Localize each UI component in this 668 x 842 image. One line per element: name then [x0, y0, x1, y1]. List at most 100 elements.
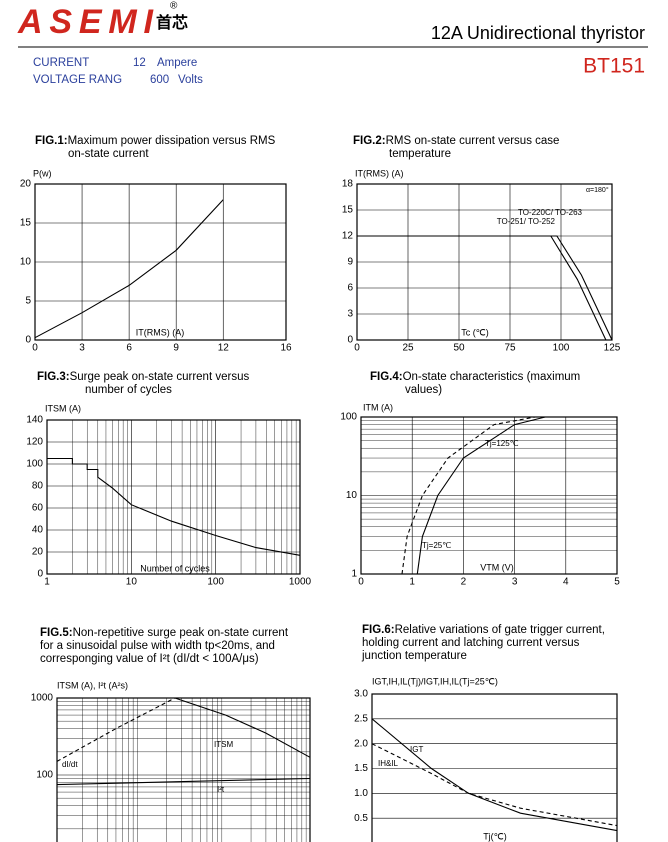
figure-title: for a sinusoidal pulse with width tp<20m… [40, 640, 275, 652]
x-tick-label: 3 [512, 577, 518, 588]
x-tick-label: 4 [563, 577, 569, 588]
figure-title-text: temperature [389, 148, 451, 160]
logo-cn: 首芯 [156, 13, 188, 32]
figure-title: values) [405, 384, 442, 396]
figure-title-text: On-state characteristics (maximum [403, 371, 581, 383]
x-tick-label: 2 [461, 577, 467, 588]
figure-number: FIG.6: [362, 624, 395, 636]
x-tick-label: 75 [504, 343, 516, 354]
y-tick-label: 80 [32, 481, 44, 492]
series-label: Tj=25℃ [422, 541, 451, 550]
x-tick-label: 6 [126, 343, 132, 354]
x-axis-label: VTM (V) [480, 562, 514, 572]
y-tick-label: 18 [342, 179, 354, 190]
figure-title-text: RMS on-state current versus case [386, 135, 560, 147]
figure-number: FIG.5: [40, 627, 73, 639]
figure-title-text: values) [405, 384, 442, 396]
y-tick-label: 120 [26, 437, 43, 448]
x-tick-label: 100 [553, 343, 570, 354]
x-tick-label: 100 [207, 577, 224, 588]
figure-title-text: Relative variations of gate trigger curr… [395, 624, 605, 636]
figure-title: FIG.3:Surge peak on-state current versus [37, 371, 249, 383]
figure-title: FIG.4:On-state characteristics (maximum [370, 371, 580, 383]
figure-title: number of cycles [85, 384, 172, 396]
series-line [56, 777, 311, 786]
y-tick-label: 100 [340, 412, 357, 423]
series-label: IH&IL [378, 759, 399, 768]
figure-title-text: number of cycles [85, 384, 172, 396]
y-axis-label: ITSM (A) [45, 403, 81, 413]
figure-title: FIG.5:Non-repetitive surge peak on-state… [40, 627, 289, 639]
x-tick-label: 16 [280, 343, 292, 354]
series-line [34, 199, 224, 339]
spec-label: CURRENT [33, 57, 89, 69]
figure-title-text: corresponging value of I²t (dI/dt < 100A… [40, 653, 259, 665]
figure-title-text: Maximum power dissipation versus RMS [68, 135, 276, 147]
series-line [357, 235, 607, 341]
y-tick-label: 0 [25, 335, 31, 346]
spec-value: 12 [133, 57, 146, 69]
y-tick-label: 3.0 [354, 689, 368, 700]
plot-frame [371, 693, 618, 842]
plot-frame [46, 419, 301, 575]
logo: ASEMI [17, 3, 155, 41]
y-tick-label: 0.5 [354, 813, 368, 824]
y-tick-label: 5 [25, 296, 31, 307]
x-tick-label: 9 [173, 343, 179, 354]
x-tick-label: 1 [409, 577, 415, 588]
figure-title-text: Surge peak on-state current versus [70, 371, 250, 383]
y-tick-label: 100 [36, 770, 53, 781]
x-axis-label: Number of cycles [140, 563, 210, 573]
y-tick-label: 10 [20, 257, 32, 268]
y-tick-label: 1000 [31, 693, 54, 704]
y-tick-label: 2.5 [354, 713, 368, 724]
y-tick-label: 140 [26, 415, 43, 426]
series-line [47, 457, 301, 556]
figure-number: FIG.2: [353, 135, 386, 147]
series-label: ITSM [214, 740, 233, 749]
series-line [416, 416, 546, 575]
series-line [371, 718, 618, 832]
y-axis-label: ITSM (A), I²t (A²s) [57, 680, 128, 690]
series-line [174, 697, 311, 758]
figure-title-text: holding current and latching current ver… [362, 637, 580, 649]
y-tick-label: 1 [351, 569, 357, 580]
spec-label: VOLTAGE RANG [33, 74, 122, 86]
figure-title: corresponging value of I²t (dI/dt < 100A… [40, 653, 259, 665]
figure-title-text: Non-repetitive surge peak on-state curre… [73, 627, 289, 639]
x-tick-label: 5 [614, 577, 620, 588]
annotation: α=180° [586, 186, 609, 194]
series-label: TO-251/ TO-252 [497, 217, 556, 226]
figure-title: holding current and latching current ver… [362, 637, 580, 649]
y-tick-label: 3 [347, 309, 353, 320]
x-tick-label: 10 [126, 577, 138, 588]
y-axis-label: IT(RMS) (A) [355, 168, 404, 178]
x-tick-label: 0 [358, 577, 364, 588]
series-label: I²t [217, 785, 225, 794]
series-label: Tj=125℃ [485, 439, 519, 448]
y-tick-label: 15 [342, 205, 354, 216]
series-line [56, 697, 176, 762]
document-title: 12A Unidirectional thyristor [431, 23, 645, 43]
registered-mark: ® [170, 1, 178, 12]
y-tick-label: 9 [347, 257, 353, 268]
y-tick-label: 0 [347, 335, 353, 346]
y-tick-label: 6 [347, 283, 353, 294]
figure-title-text: on-state current [68, 148, 149, 160]
figure-title: temperature [389, 148, 451, 160]
figure-title: FIG.6:Relative variations of gate trigge… [362, 624, 605, 636]
y-tick-label: 1.0 [354, 788, 368, 799]
x-tick-label: 0 [354, 343, 360, 354]
x-tick-label: 125 [604, 343, 621, 354]
y-axis-label: IGT,IH,IL(Tj)/IGT,IH,IL(Tj=25℃) [372, 676, 498, 686]
y-tick-label: 40 [32, 525, 44, 536]
y-tick-label: 15 [20, 218, 32, 229]
x-tick-label: 25 [402, 343, 414, 354]
figure-title-text: for a sinusoidal pulse with width tp<20m… [40, 640, 275, 652]
y-tick-label: 100 [26, 459, 43, 470]
y-axis-label: P(w) [33, 168, 52, 178]
x-axis-label: Tj(℃) [483, 831, 507, 841]
series-label: dI/dt [62, 760, 78, 769]
figure-title-text: junction temperature [361, 650, 467, 662]
